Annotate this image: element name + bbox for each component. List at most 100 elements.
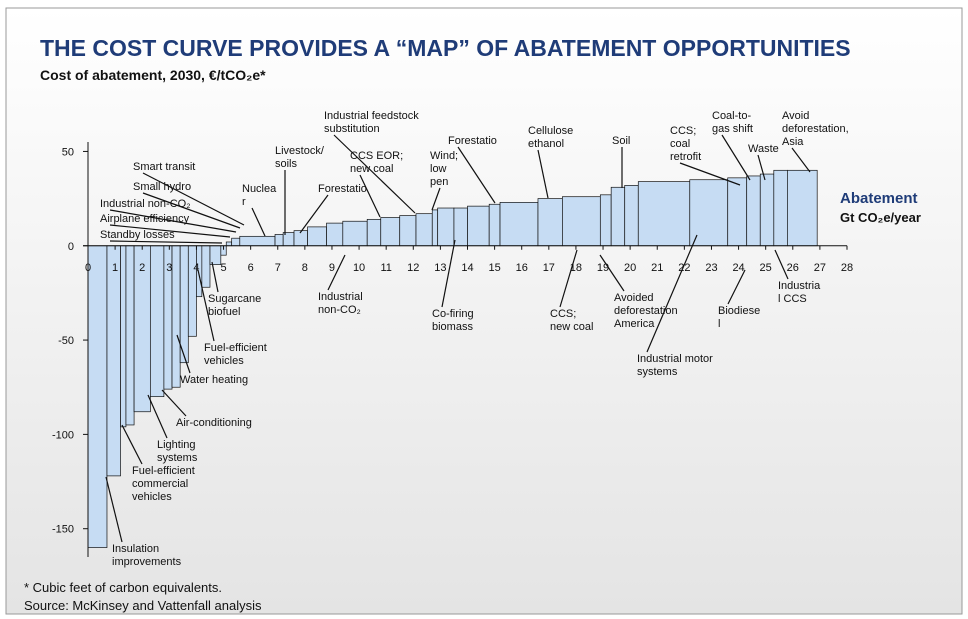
annotation: vehicles xyxy=(132,491,172,503)
annotation: Coal-to- xyxy=(712,110,751,122)
source: Source: McKinsey and Vattenfall analysis xyxy=(24,598,262,613)
x-tick-label: 21 xyxy=(651,262,663,274)
annotation: Co-firing xyxy=(432,308,474,320)
bar xyxy=(562,196,601,247)
leader-line xyxy=(161,389,187,417)
x-tick-label: 8 xyxy=(302,262,308,274)
leader-line xyxy=(121,424,143,465)
x-tick-label: 20 xyxy=(624,262,636,274)
bar xyxy=(399,215,417,247)
annotation: Wind; xyxy=(430,150,458,162)
bar xyxy=(87,245,108,548)
leader-line xyxy=(327,254,346,291)
x-tick-label: 12 xyxy=(407,262,419,274)
bar xyxy=(179,245,189,364)
x-tick-label: 2 xyxy=(139,262,145,274)
annotation: Forestatio xyxy=(448,135,497,147)
annotation: Forestatio xyxy=(318,183,367,195)
bar xyxy=(326,222,344,247)
leader-line xyxy=(142,172,245,226)
annotation: substitution xyxy=(324,123,380,135)
footnote: * Cubic feet of carbon equivalents. xyxy=(24,580,222,595)
bar xyxy=(610,186,626,247)
leader-line xyxy=(457,146,496,204)
leader-line xyxy=(646,234,698,353)
annotation: CCS EOR; xyxy=(350,150,403,162)
leader-line xyxy=(197,269,215,342)
bar xyxy=(599,194,612,247)
y-tick-label: -50 xyxy=(58,335,74,347)
bar xyxy=(171,245,181,388)
annotation: CCS; xyxy=(550,308,576,320)
leader-line xyxy=(441,239,456,308)
x-tick-label: 26 xyxy=(787,262,799,274)
annotation: ethanol xyxy=(528,138,564,150)
annotation: vehicles xyxy=(204,355,244,367)
x-tick-label: 0 xyxy=(85,262,91,274)
x-tick-label: 28 xyxy=(841,262,853,274)
bar xyxy=(380,217,401,247)
bar xyxy=(106,245,121,477)
annotation: l xyxy=(718,318,720,330)
bar xyxy=(274,234,284,247)
annotation: non-CO₂ xyxy=(318,304,361,316)
bar xyxy=(307,226,327,247)
leader-line xyxy=(727,269,746,305)
x-tick-label: 23 xyxy=(705,262,717,274)
leader-line xyxy=(774,249,789,280)
annotation: pen xyxy=(430,176,448,188)
leader-line xyxy=(431,187,441,211)
annotation: low xyxy=(430,163,447,175)
annotation: Soil xyxy=(612,135,630,147)
annotation: coal xyxy=(670,138,690,150)
y-tick-label: -150 xyxy=(52,524,74,536)
annotation: systems xyxy=(157,452,198,464)
annotation: Fuel-efficient xyxy=(204,342,267,354)
annotation: Biodiese xyxy=(718,305,760,317)
bar xyxy=(467,205,490,247)
annotation: Standby losses xyxy=(100,229,175,241)
annotation: biofuel xyxy=(208,306,240,318)
annotation: systems xyxy=(637,366,678,378)
annotation: Small hydro xyxy=(133,181,191,193)
annotation: Airplane efficiency xyxy=(100,213,190,225)
annotation: Smart transit xyxy=(133,161,195,173)
bar xyxy=(537,198,563,247)
bar xyxy=(746,175,761,247)
bar xyxy=(637,181,691,247)
x-tick-label: 13 xyxy=(434,262,446,274)
annotation: Insulation xyxy=(112,543,159,555)
leader-line xyxy=(176,334,191,374)
bar xyxy=(209,245,222,265)
leader-line xyxy=(333,134,416,214)
leader-line xyxy=(537,149,549,199)
annotation: Nuclea xyxy=(242,183,277,195)
bar xyxy=(366,218,382,247)
annotation: Industrial feedstock xyxy=(324,110,419,122)
leader-line xyxy=(757,154,766,181)
leader-line xyxy=(679,162,741,186)
x-tick-label: 6 xyxy=(248,262,254,274)
leader-line xyxy=(105,476,123,543)
annotation: CCS; xyxy=(670,125,696,137)
x-tick-label: 25 xyxy=(760,262,772,274)
x-tick-label: 17 xyxy=(543,262,555,274)
x-tick-label: 3 xyxy=(166,262,172,274)
bar xyxy=(231,237,241,247)
x-tick-label: 11 xyxy=(380,262,391,274)
x-axis-label: Abatement xyxy=(840,190,918,207)
bar xyxy=(453,207,468,247)
annotation: Avoided xyxy=(614,292,654,304)
bar xyxy=(225,241,233,247)
annotation: biomass xyxy=(432,321,473,333)
annotation: Air-conditioning xyxy=(176,417,252,429)
x-tick-label: 14 xyxy=(461,262,473,274)
annotation: Industrial xyxy=(318,291,363,303)
leader-line xyxy=(109,240,223,244)
annotation: Water heating xyxy=(180,374,248,386)
leader-line xyxy=(211,261,219,293)
leader-line xyxy=(147,394,168,439)
bar xyxy=(727,177,748,247)
bar xyxy=(624,185,639,247)
